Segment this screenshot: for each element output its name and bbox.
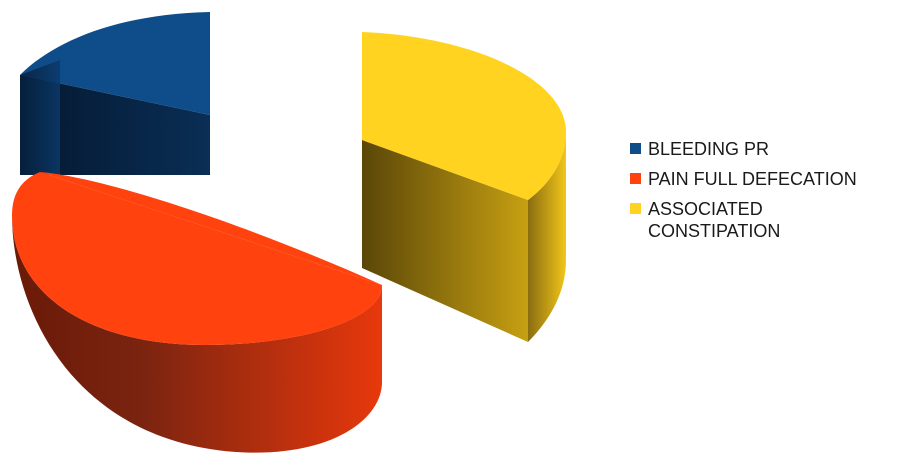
legend-label: PAIN FULL DEFECATION — [648, 169, 857, 189]
slice-cut-associated-constipation — [362, 140, 528, 342]
slice-edge-bleeding-pr — [20, 60, 60, 175]
legend-swatch-yellow — [630, 203, 641, 214]
slice-side-associated-constipation — [528, 132, 566, 342]
legend-label: ASSOCIATED CONSTIPATION — [648, 199, 781, 241]
legend-item-associated-constipation: ASSOCIATED CONSTIPATION — [630, 198, 898, 242]
legend: BLEEDING PR PAIN FULL DEFECATION ASSOCIA… — [630, 138, 898, 250]
slice-top-bleeding-pr — [20, 12, 210, 115]
slice-top-edge-pain-full-defecation — [40, 172, 382, 285]
legend-item-bleeding-pr: BLEEDING PR — [630, 138, 898, 160]
slice-side-pain-full-defecation — [12, 215, 382, 453]
legend-item-pain-full-defecation: PAIN FULL DEFECATION — [630, 168, 898, 190]
slice-top-pain-full-defecation — [12, 172, 382, 345]
pie-chart — [12, 12, 566, 453]
slice-side-bleeding-pr — [20, 75, 210, 175]
legend-swatch-blue — [630, 143, 641, 154]
legend-label: BLEEDING PR — [648, 139, 770, 159]
legend-swatch-orange — [630, 173, 641, 184]
slice-top-associated-constipation — [362, 32, 566, 200]
